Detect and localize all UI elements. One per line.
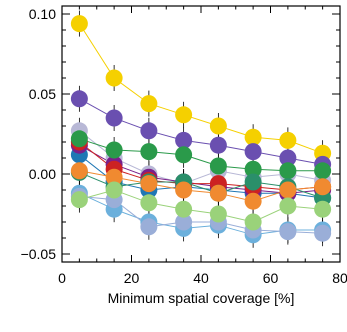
data-point [244,173,262,191]
data-point [244,192,262,210]
data-point [175,181,193,199]
data-point [209,157,227,175]
data-point [140,143,158,161]
y-tick-label: 0.05 [29,86,56,102]
data-point [140,175,158,193]
data-point [70,90,88,108]
data-point [279,162,297,180]
data-point [209,136,227,154]
y-tick-label: −0.05 [21,246,57,262]
data-point [279,197,297,215]
data-point [175,131,193,149]
data-point [244,128,262,146]
axes-layer [61,5,341,263]
data-point [140,218,158,236]
data-point [70,130,88,148]
data-point [244,160,262,178]
data-point [314,162,332,180]
data-point [70,191,88,209]
data-point [175,213,193,231]
x-tick-label: 80 [332,270,347,286]
data-point [314,178,332,196]
data-point [209,184,227,202]
y-tick-label: 0.00 [29,166,56,182]
data-point [209,205,227,223]
data-point [175,146,193,164]
x-axis-label: Minimum spatial coverage [%] [108,290,295,306]
x-tick-label: 40 [193,270,209,286]
data-point [105,141,123,159]
series-layer [70,10,332,248]
x-tick-label: 60 [263,270,279,286]
data-point [244,143,262,161]
data-point [105,168,123,186]
data-point [279,181,297,199]
data-point [140,122,158,140]
y-tick-label: 0.10 [29,6,56,22]
data-point [314,200,332,218]
data-point [279,149,297,167]
data-point [279,223,297,241]
data-point [314,224,332,242]
data-point [140,194,158,212]
x-tick-label: 20 [124,270,140,286]
x-tick-label: 0 [58,270,66,286]
data-point [70,15,88,33]
data-point [279,131,297,149]
data-point [70,162,88,180]
data-point [244,213,262,231]
data-point [105,109,123,127]
data-point [175,200,193,218]
plot-frame [61,5,341,263]
ticks-layer: 0 20 40 60 80 −0.05 0.00 0.05 0.10 [21,6,347,286]
data-point [140,95,158,113]
data-point [175,106,193,124]
data-point [209,117,227,135]
data-point [105,69,123,87]
data-point [105,181,123,199]
